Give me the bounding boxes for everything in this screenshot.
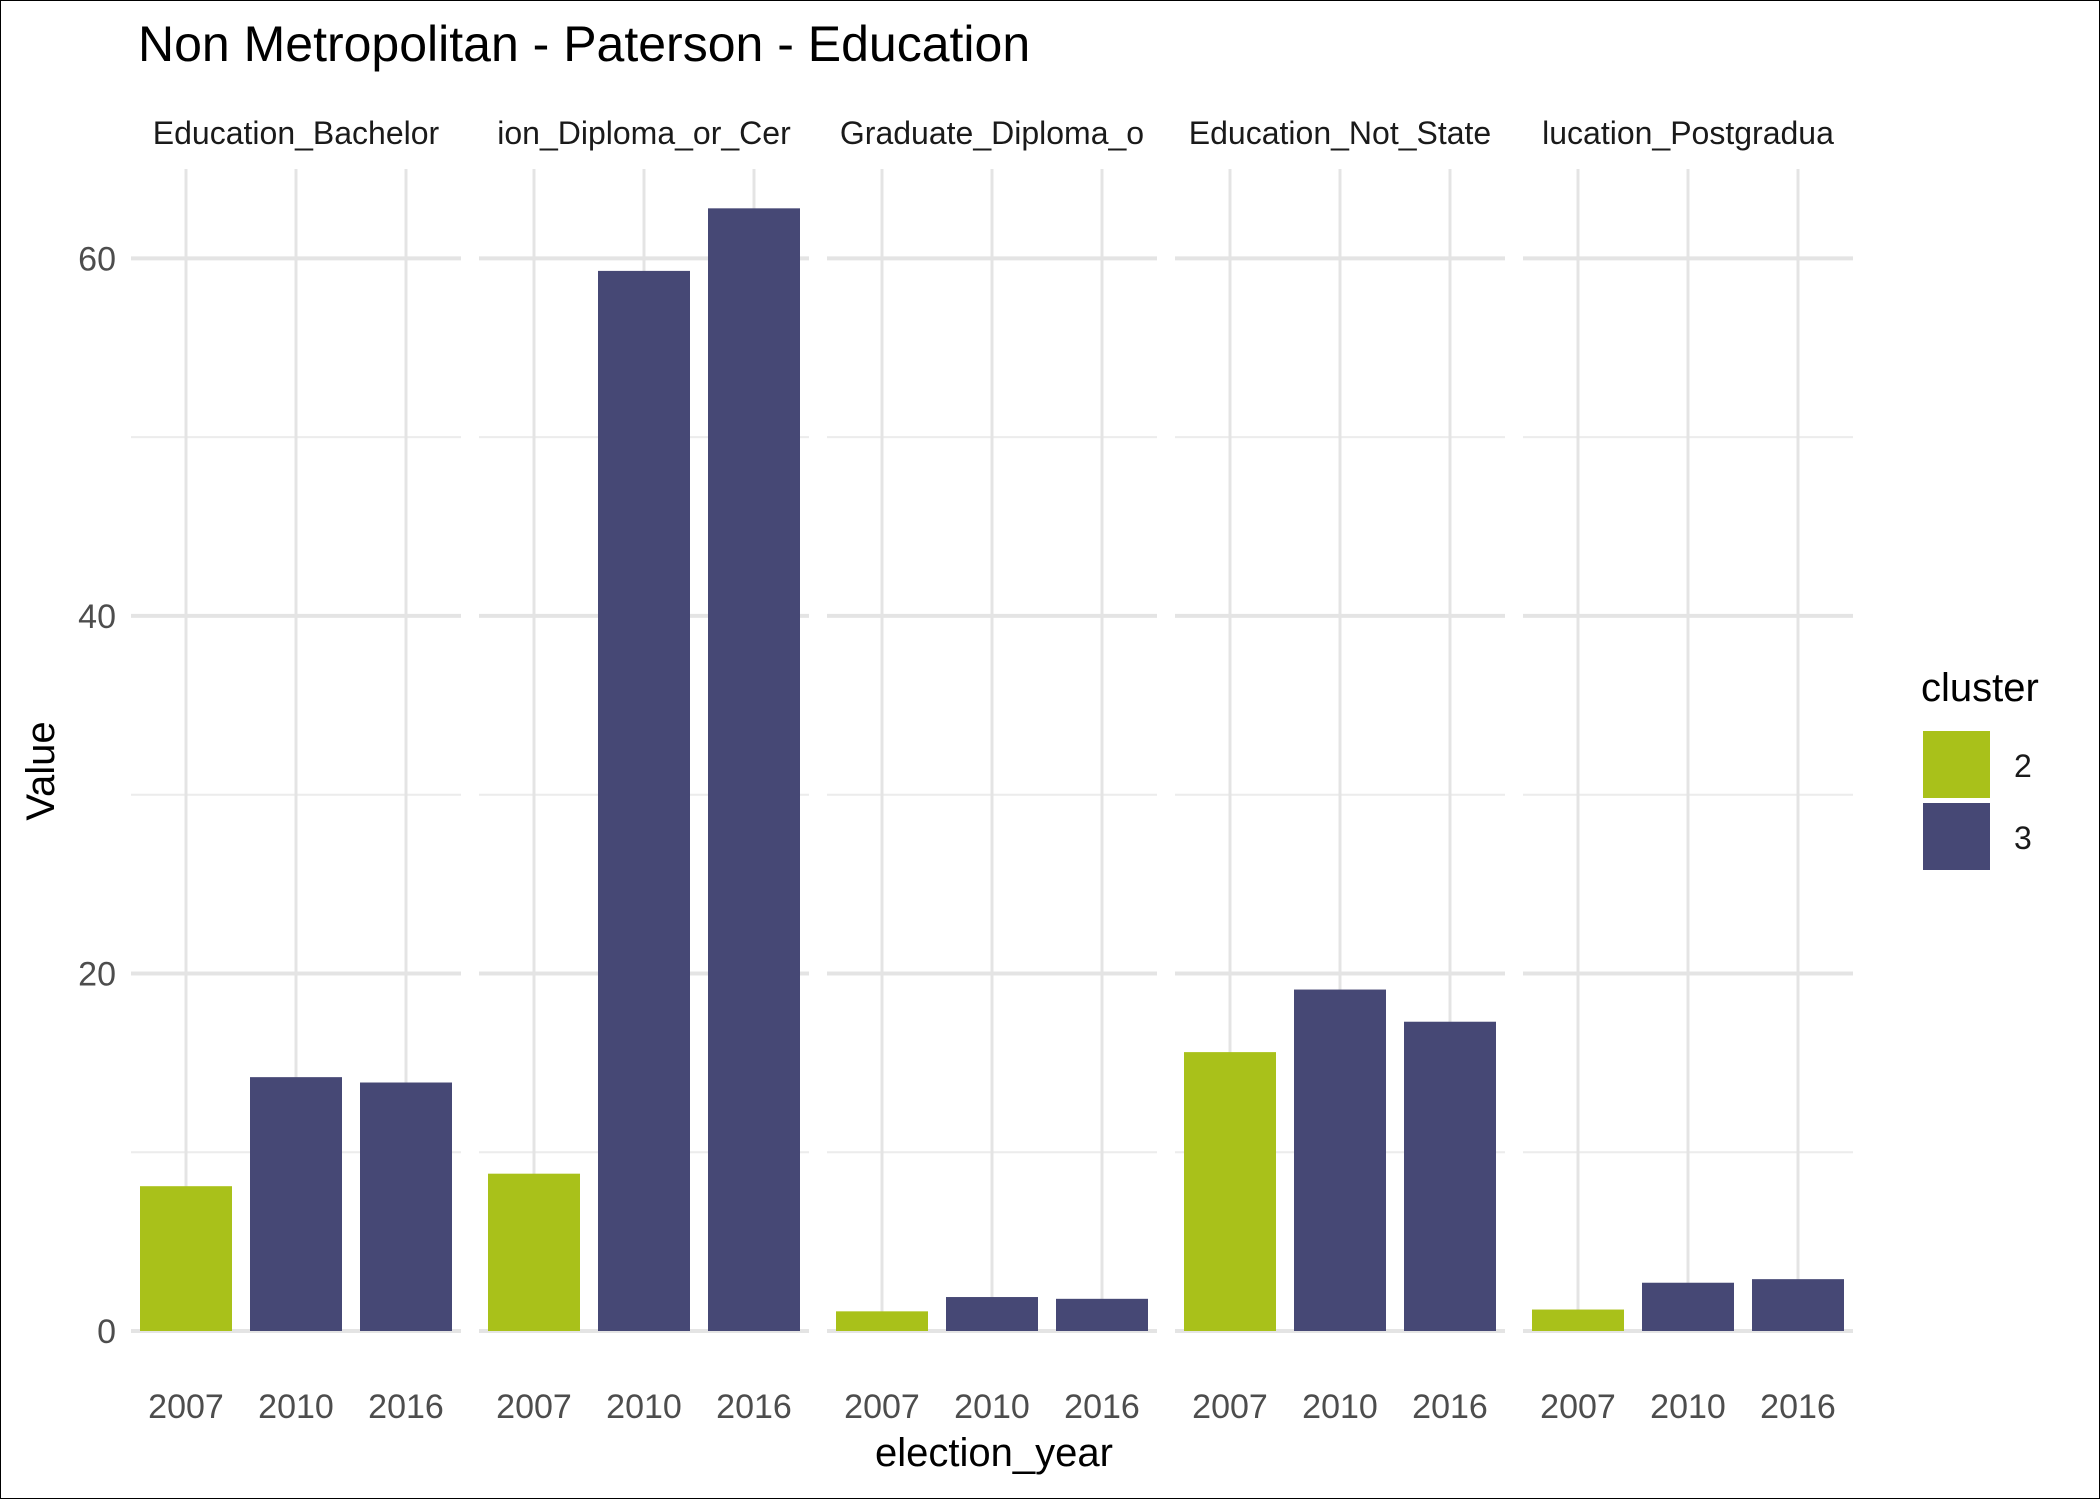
x-tick-label: 2010 (1302, 1388, 1378, 1426)
bar-5-2010 (1642, 1282, 1734, 1331)
facet-strip-label: ion_Diploma_or_Cer (497, 115, 791, 151)
x-tick-label: 2010 (258, 1388, 334, 1426)
chart-title: Non Metropolitan - Paterson - Education (138, 16, 1030, 72)
x-tick-label: 2007 (148, 1388, 224, 1426)
bars (140, 208, 1844, 1332)
x-tick-label: 2007 (1540, 1388, 1616, 1426)
x-tick-label: 2007 (1192, 1388, 1268, 1426)
x-tick-label: 2007 (844, 1388, 920, 1426)
legend-swatch-2 (1923, 731, 1990, 798)
legend-label-3: 3 (2014, 820, 2032, 856)
facet-strip-label: Education_Not_State (1189, 115, 1491, 151)
y-tick-label: 40 (78, 598, 116, 636)
facet-strip-label: Graduate_Diploma_o (840, 115, 1144, 151)
bar-5-2016 (1752, 1279, 1844, 1331)
bar-3-2007 (836, 1311, 928, 1331)
x-tick-label: 2016 (1760, 1388, 1836, 1426)
legend-swatch-3 (1923, 803, 1990, 870)
bar-3-2010 (946, 1297, 1038, 1331)
bar-2-2007 (488, 1173, 580, 1331)
bar-4-2016 (1404, 1021, 1496, 1331)
facet-strip-label: Education_Bachelor (153, 115, 440, 151)
y-axis-title: Value (19, 721, 63, 820)
y-tick-label: 20 (78, 955, 116, 993)
bar-4-2007 (1184, 1052, 1276, 1331)
x-tick-label: 2016 (716, 1388, 792, 1426)
bar-1-2007 (140, 1186, 232, 1331)
legend: cluster 2 3 (1921, 666, 2039, 870)
bar-5-2007 (1532, 1309, 1624, 1331)
bar-3-2016 (1056, 1298, 1148, 1331)
bar-2-2016 (708, 208, 800, 1331)
y-tick-label: 60 (78, 240, 116, 278)
facet-strip-label: lucation_Postgradua (1542, 115, 1834, 151)
x-tick-label: 2016 (1412, 1388, 1488, 1426)
labels: Non Metropolitan - Paterson - Education … (19, 16, 1836, 1475)
bar-2-2010 (598, 270, 690, 1332)
legend-title: cluster (1921, 666, 2039, 710)
x-tick-label: 2010 (606, 1388, 682, 1426)
x-tick-label: 2010 (1650, 1388, 1726, 1426)
legend-label-2: 2 (2014, 748, 2032, 784)
x-axis-title: election_year (875, 1431, 1113, 1475)
y-tick-label: 0 (97, 1313, 116, 1351)
bar-1-2010 (250, 1077, 342, 1331)
x-tick-label: 2007 (496, 1388, 572, 1426)
bar-1-2016 (360, 1082, 452, 1331)
x-tick-label: 2010 (954, 1388, 1030, 1426)
x-tick-label: 2016 (1064, 1388, 1140, 1426)
bar-4-2010 (1294, 989, 1386, 1331)
x-tick-label: 2016 (368, 1388, 444, 1426)
